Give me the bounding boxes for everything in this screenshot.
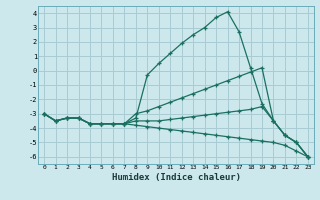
X-axis label: Humidex (Indice chaleur): Humidex (Indice chaleur)	[111, 173, 241, 182]
